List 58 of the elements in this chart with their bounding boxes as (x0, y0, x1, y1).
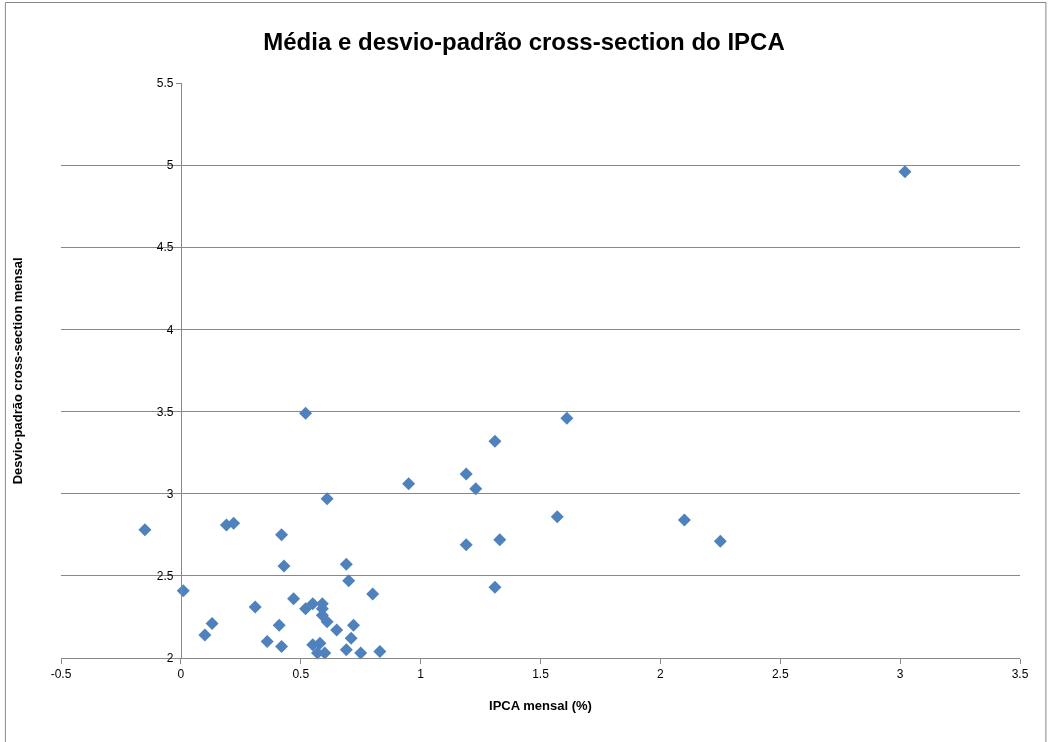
point (373, 644, 387, 658)
point (306, 597, 320, 611)
x-tick-label: -0.5 (50, 667, 72, 682)
point (339, 643, 353, 657)
point (313, 636, 327, 650)
point (344, 631, 358, 645)
point (898, 165, 912, 179)
chart-title: Média e desvio-padrão cross-section do IPCA (263, 28, 785, 56)
y-axis-title: Desvio-padrão cross-section mensal (10, 257, 26, 485)
point (260, 635, 274, 649)
point (560, 411, 574, 425)
y-tick-label: 5 (166, 158, 174, 173)
point (402, 477, 416, 491)
y-tick-label: 5.5 (156, 76, 174, 91)
x-tick-label: 2 (657, 667, 665, 682)
point (138, 523, 152, 537)
point (459, 467, 473, 481)
point (339, 557, 353, 571)
point (320, 492, 334, 506)
x-tick-label: 0 (177, 667, 185, 682)
point (488, 434, 502, 448)
point (248, 600, 262, 614)
x-tick-label: 1 (417, 667, 425, 682)
point (299, 602, 313, 616)
y-tick-label: 2 (166, 651, 174, 666)
point (459, 538, 473, 552)
point (366, 587, 380, 601)
point (277, 559, 291, 573)
point (354, 646, 368, 660)
y-tick-label: 2.5 (156, 569, 174, 584)
point (299, 406, 313, 420)
x-tick-label: 3.5 (1011, 667, 1029, 682)
y-tick-label: 3 (166, 486, 174, 501)
x-tick-label: 2.5 (771, 667, 789, 682)
point (205, 617, 219, 630)
y-tick-label: 4 (166, 322, 174, 337)
point (275, 640, 289, 653)
x-tick-label: 3 (896, 667, 904, 682)
point (320, 615, 334, 629)
point (198, 628, 212, 642)
y-tick-label: 4.5 (156, 240, 174, 255)
point (677, 513, 691, 527)
point (330, 623, 344, 637)
point (493, 533, 507, 547)
point (275, 528, 289, 542)
x-tick-label: 0.5 (292, 667, 310, 682)
point (227, 516, 241, 530)
point (550, 510, 564, 524)
point (287, 592, 301, 606)
y-tick-label: 3.5 (156, 404, 174, 419)
x-axis-title: IPCA mensal (%) (489, 698, 592, 713)
x-tick-label: 1.5 (532, 667, 550, 682)
point (342, 574, 356, 588)
point (713, 534, 727, 548)
point (272, 618, 286, 632)
point (347, 618, 360, 632)
point (469, 482, 483, 496)
point (488, 580, 502, 594)
